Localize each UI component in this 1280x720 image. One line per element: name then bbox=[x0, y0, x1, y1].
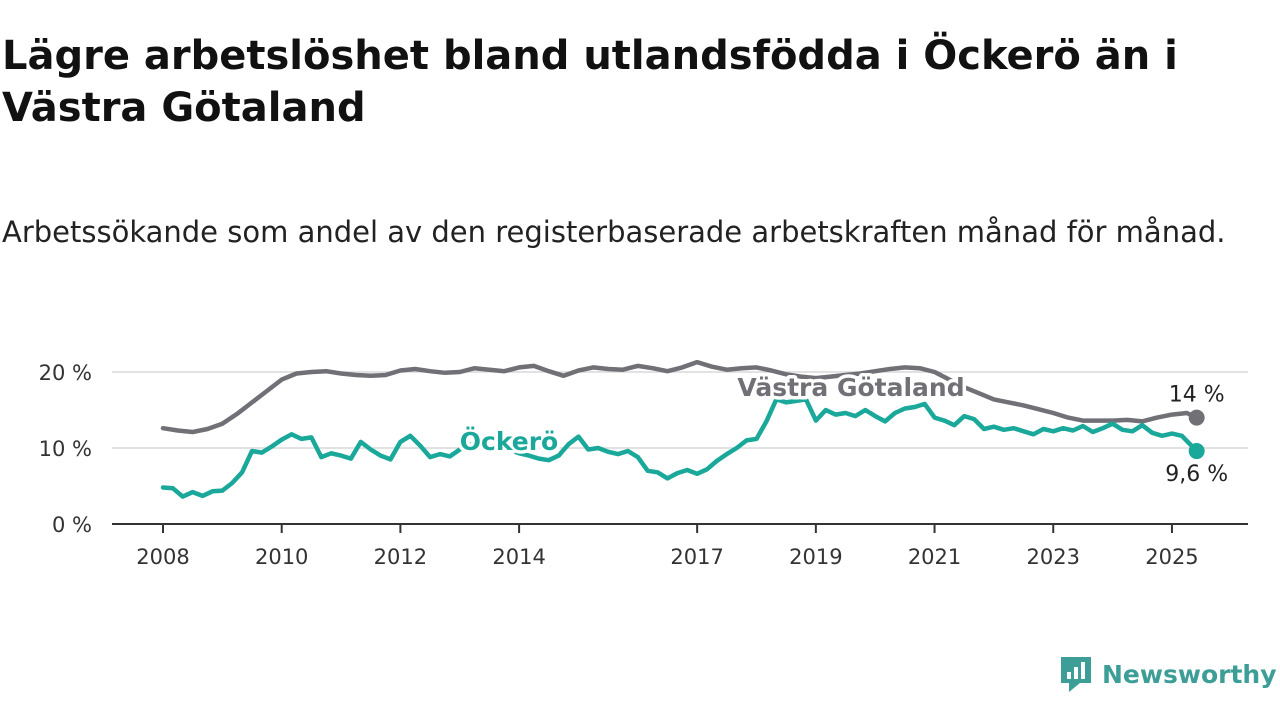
x-tick-label: 2010 bbox=[255, 545, 308, 569]
newsworthy-logo-icon bbox=[1061, 657, 1091, 692]
end-label-vastra-gotaland: 14 % bbox=[1169, 383, 1225, 408]
x-axis: 2008 2010 2012 2014 2017 2019 2021 2023 2025 bbox=[112, 523, 1248, 569]
gridlines bbox=[112, 371, 1248, 449]
chart-title: Lägre arbetslöshet bland utlandsfödda i … bbox=[2, 33, 1178, 131]
series-labels: Västra Götaland Öckerö 14 % 9,6 % bbox=[456, 370, 1228, 488]
x-tick-label: 2008 bbox=[136, 545, 189, 569]
series-line-vastra-gotaland bbox=[160, 359, 1199, 435]
x-tick-label: 2014 bbox=[492, 545, 545, 569]
x-tick-label: 2023 bbox=[1027, 545, 1080, 569]
brand-name: Newsworthy bbox=[1102, 659, 1277, 689]
x-tick-label: 2021 bbox=[908, 545, 961, 569]
end-point-ockero bbox=[1188, 443, 1205, 460]
series-line-ockero bbox=[160, 397, 1199, 499]
series-label-vastra-gotaland: Västra Götaland bbox=[737, 373, 964, 402]
series-label-ockero: Öckerö bbox=[460, 426, 559, 456]
y-tick-label: 10 % bbox=[39, 437, 92, 461]
series-lines bbox=[160, 359, 1205, 499]
x-tick-label: 2025 bbox=[1145, 545, 1198, 569]
y-tick-label: 0 % bbox=[52, 513, 92, 537]
x-tick-label: 2017 bbox=[670, 545, 723, 569]
x-tick-label: 2019 bbox=[789, 545, 842, 569]
chart-subtitle: Arbetssökande som andel av den registerb… bbox=[2, 215, 1226, 249]
y-axis-ticks: 0 % 10 % 20 % bbox=[39, 361, 92, 537]
brand: Newsworthy bbox=[1058, 654, 1277, 694]
end-point-vastra-gotaland bbox=[1188, 409, 1205, 426]
y-tick-label: 20 % bbox=[39, 361, 92, 385]
x-tick-label: 2012 bbox=[374, 545, 427, 569]
end-label-ockero: 9,6 % bbox=[1165, 462, 1228, 487]
